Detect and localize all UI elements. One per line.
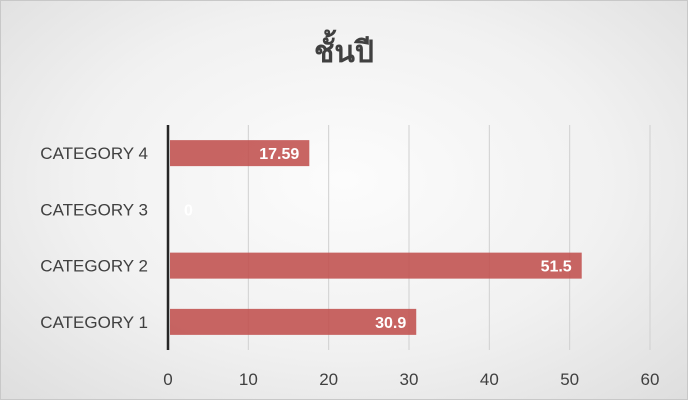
category-labels: CATEGORY 1 CATEGORY 2 CATEGORY 3 CATEGORY 4 xyxy=(40,144,148,332)
category-label: CATEGORY 2 xyxy=(40,257,148,276)
data-label: 30.9 xyxy=(375,315,406,332)
x-tick-label: 10 xyxy=(239,370,258,389)
bar xyxy=(170,308,417,335)
value-axis-ticks: 0 10 20 30 40 50 60 xyxy=(163,370,659,389)
x-tick-label: 50 xyxy=(560,370,579,389)
x-tick-label: 40 xyxy=(480,370,499,389)
x-tick-label: 20 xyxy=(319,370,338,389)
data-label: 0 xyxy=(184,202,193,219)
category-label: CATEGORY 4 xyxy=(40,144,148,163)
x-tick-label: 60 xyxy=(641,370,660,389)
x-tick-label: 30 xyxy=(400,370,419,389)
category-label: CATEGORY 3 xyxy=(40,200,148,219)
chart-title: ชั้นปี xyxy=(314,35,374,70)
data-label: 51.5 xyxy=(541,259,572,276)
data-labels: 30.9 51.5 0 17.59 xyxy=(184,146,572,332)
bar xyxy=(170,252,582,279)
x-tick-label: 0 xyxy=(163,370,172,389)
bar xyxy=(170,140,310,167)
data-label: 17.59 xyxy=(259,146,299,163)
category-label: CATEGORY 1 xyxy=(40,313,148,332)
bars xyxy=(170,140,582,335)
